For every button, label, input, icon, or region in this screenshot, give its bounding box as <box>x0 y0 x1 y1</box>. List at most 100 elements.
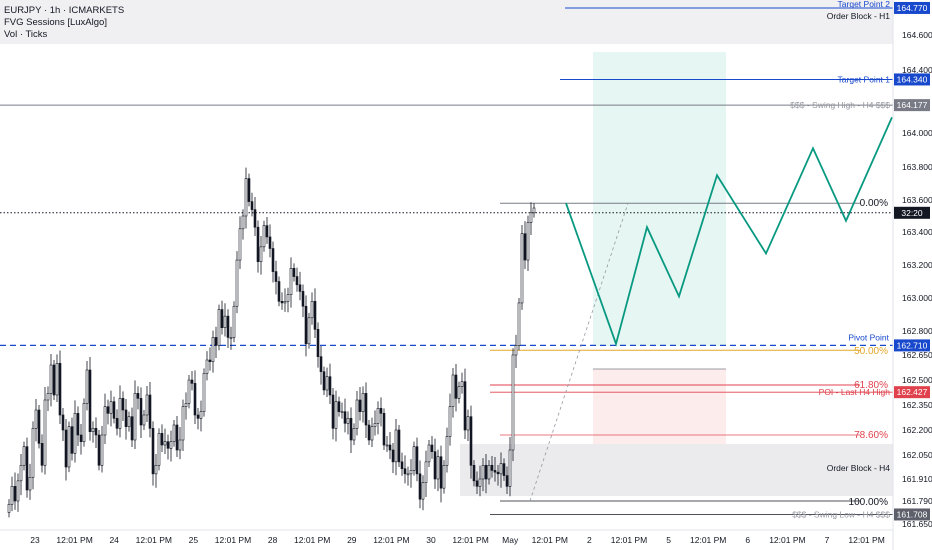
candle-body-down <box>343 411 347 424</box>
candle-body-down <box>295 276 299 286</box>
candle-body-down <box>124 409 128 427</box>
candle-body-down <box>112 401 116 419</box>
candle <box>403 455 407 484</box>
target-point-2-price-tag-text: 164.770 <box>897 3 928 13</box>
candle <box>172 420 176 447</box>
candle <box>85 361 89 411</box>
price-tick-label: 161.790 <box>902 496 932 506</box>
candle-body-down <box>193 383 197 416</box>
candle <box>289 257 293 308</box>
price-tags: 164.770 164.340 164.177 32:20 162.710 162.427… <box>894 1 930 521</box>
candle-body-up <box>163 441 167 446</box>
candle-body-down <box>319 356 323 372</box>
candle <box>82 398 86 447</box>
time-tick-label: 12:01 PM <box>373 535 409 545</box>
candle <box>151 421 155 486</box>
candle <box>247 173 251 207</box>
candle <box>106 399 110 425</box>
candle <box>358 387 362 421</box>
swing-low-h4-price-tag-bg <box>894 508 930 521</box>
candle-body-up <box>142 414 146 426</box>
candle-body-down <box>367 424 371 441</box>
candle <box>298 271 302 301</box>
volume-title[interactable]: Vol · Ticks <box>4 29 48 40</box>
time-axis[interactable]: 23 12:01 PM 24 12:01 PM 25 12:01 PM 28 12:01 PM… <box>30 535 885 545</box>
candle <box>529 202 533 235</box>
candle <box>13 472 17 510</box>
price-axis[interactable]: 164.600 164.400 164.000 163.800 163.600 163.4… <box>902 30 932 529</box>
candle <box>448 393 452 446</box>
candle <box>136 386 140 410</box>
candle <box>463 368 467 439</box>
candle <box>526 215 530 271</box>
candle <box>31 421 35 490</box>
candle <box>40 434 44 473</box>
candle <box>103 393 107 444</box>
candle-body-up <box>199 411 203 419</box>
candle <box>178 427 182 460</box>
time-tick-label: 29 <box>347 535 357 545</box>
candle <box>292 263 296 282</box>
indicator-title[interactable]: FVG Sessions [LuxAlgo] <box>4 17 107 28</box>
candle-body-down <box>496 471 500 475</box>
candle <box>454 364 458 412</box>
candle <box>280 292 284 310</box>
symbol-title[interactable]: EURJPY · 1h · ICMARKETS <box>4 5 125 16</box>
candle <box>472 460 476 487</box>
candle <box>94 417 98 448</box>
candle-body-down <box>52 364 56 396</box>
candle-body-down <box>139 398 143 426</box>
candle <box>508 437 512 497</box>
poi-last-h4-high-label: POI - Last H4 High <box>819 387 891 397</box>
pivot-point-label: Pivot Point <box>848 332 889 342</box>
time-tick-label: 12:01 PM <box>56 535 92 545</box>
candle <box>427 440 431 467</box>
candle-body-down <box>463 381 467 431</box>
candle <box>202 368 206 417</box>
candle <box>181 399 185 451</box>
candle <box>520 224 524 310</box>
candle <box>79 424 83 455</box>
candles-layer <box>7 167 536 518</box>
candle <box>208 347 212 371</box>
candle <box>217 304 221 351</box>
candle-body-up <box>118 398 122 429</box>
candle-body-up <box>178 439 182 451</box>
swing-high-h4-label: $$$ - Swing High - H4 $$$ <box>790 100 890 110</box>
current-price-price-tag: 32:20 <box>894 206 930 219</box>
candle <box>376 401 380 435</box>
candle <box>58 350 62 424</box>
candle-body-up <box>43 399 47 466</box>
price-tick-label: 164.000 <box>902 128 932 138</box>
candle-body-up <box>169 441 173 449</box>
candle-body-up <box>445 436 449 466</box>
levels-layer <box>0 7 893 515</box>
fib-0-label: 0.00% <box>860 198 888 209</box>
candle <box>193 370 197 424</box>
candle-body-up <box>34 409 38 429</box>
candle <box>487 460 491 485</box>
target-point-2-label: Target Point 2 <box>838 0 891 9</box>
candle-body-up <box>412 446 416 471</box>
candle-body-down <box>160 433 164 446</box>
swing-low-h4-label: $$$ - Swing Low - H4 $$$ <box>792 509 890 519</box>
candle <box>430 436 434 459</box>
candle-body-up <box>91 428 95 432</box>
candle-body-up <box>31 428 35 478</box>
candle <box>514 334 518 368</box>
candle <box>52 360 56 400</box>
candle <box>196 408 200 430</box>
candle-body-down <box>175 424 179 451</box>
candle-body-down <box>265 225 269 238</box>
price-tick-label: 164.400 <box>902 65 932 75</box>
candle-body-down <box>304 305 308 345</box>
candle-body-down <box>364 393 368 426</box>
candle-body-down <box>274 271 278 282</box>
candle-body-up <box>181 406 185 441</box>
time-tick-label: 12:01 PM <box>294 535 330 545</box>
candle <box>301 284 305 318</box>
candle-body-down <box>115 418 119 429</box>
time-tick-label: 12:01 PM <box>769 535 805 545</box>
candle-body-down <box>316 329 320 357</box>
